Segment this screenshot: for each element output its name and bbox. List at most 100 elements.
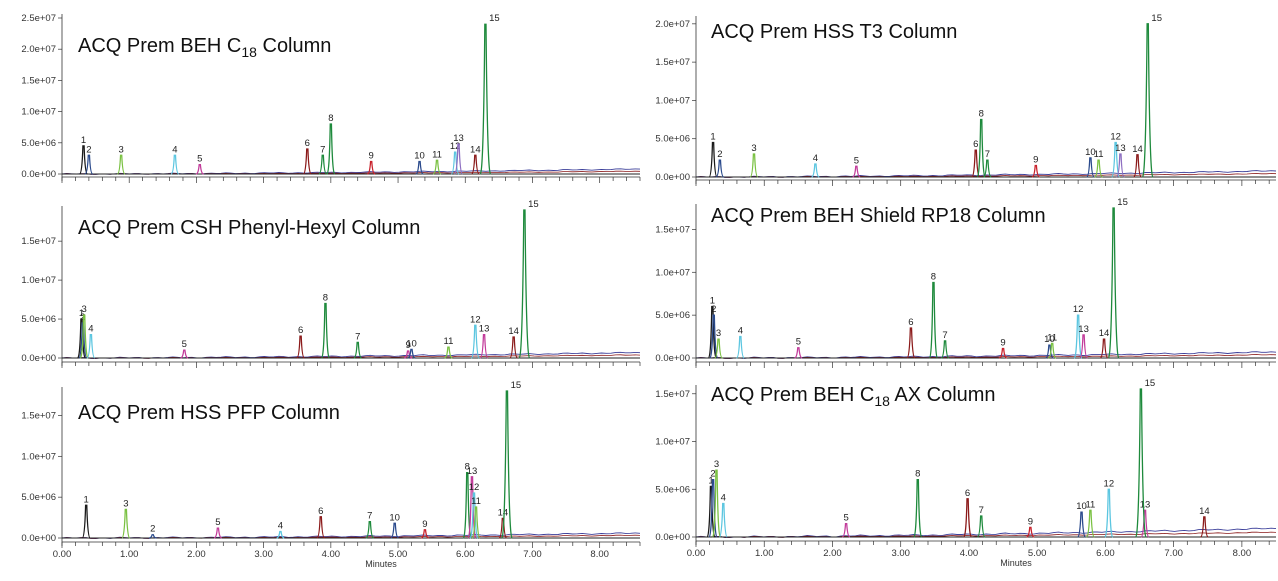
peak-label-10: 10 (389, 512, 400, 523)
peak-label-5: 5 (182, 339, 187, 350)
chromatogram-panel: 0.0e+00 5.0e+06 1.0e+07 1.5e+07 2.0e+07 12 3 4 5… (655, 13, 1277, 186)
x-tick-label: 3.00 (254, 549, 273, 560)
peak-4 (736, 335, 745, 359)
peak-14 (1133, 154, 1142, 178)
x-tick-label: 1.00 (755, 548, 774, 559)
y-tick-label: 1.0e+07 (21, 451, 56, 462)
peak-5 (852, 165, 861, 178)
peak-12 (451, 151, 460, 175)
peak-label-5: 5 (843, 513, 848, 524)
peak-7 (983, 159, 992, 178)
peak-label-10: 10 (406, 338, 417, 349)
peak-10 (1077, 511, 1086, 538)
peak-label-9: 9 (1033, 155, 1038, 166)
baseline-trace (695, 527, 1277, 538)
panel-title: ACQ Prem HSS T3 Column (711, 21, 957, 43)
peak-label-11: 11 (471, 496, 481, 507)
peak-label-7: 7 (367, 511, 372, 522)
peak-label-2: 2 (710, 469, 715, 480)
panel-title: ACQ Prem BEH Shield RP18 Column (711, 205, 1046, 227)
peak-label-7: 7 (979, 505, 984, 516)
peak-label-7: 7 (985, 149, 990, 160)
peak-label-13: 13 (1140, 499, 1151, 510)
y-tick-label: 5.0e+06 (655, 134, 690, 145)
peak-label-10: 10 (1085, 147, 1096, 158)
peak-3 (117, 154, 126, 175)
peak-label-3: 3 (123, 498, 128, 509)
peak-9 (404, 350, 413, 359)
peak-5 (195, 163, 204, 175)
peak-label-13: 13 (479, 324, 490, 335)
y-tick-label: 1.5e+07 (21, 75, 56, 86)
peak-15 (1135, 388, 1147, 538)
x-tick-label: 4.00 (960, 548, 979, 559)
peak-6 (963, 498, 973, 538)
peak-1 (77, 318, 86, 359)
peak-label-13: 13 (453, 133, 464, 144)
peak-15 (501, 390, 513, 539)
y-tick-label: 0.0e+00 (655, 172, 690, 183)
peak-label-5: 5 (854, 155, 859, 166)
peak-label-12: 12 (1110, 132, 1121, 143)
peak-label-13: 13 (1115, 143, 1126, 154)
x-tick-label: 5.00 (389, 549, 408, 560)
peak-label-15: 15 (1117, 197, 1128, 208)
peak-4 (811, 163, 820, 178)
peak-6 (906, 327, 916, 359)
panel-title: ACQ Prem BEH C18 AX Column (711, 384, 996, 409)
peak-label-6: 6 (305, 138, 310, 149)
peak-8 (976, 118, 986, 178)
peak-label-8: 8 (465, 462, 470, 473)
peak-15 (479, 23, 492, 175)
x-tick-label: 8.00 (590, 549, 609, 560)
peak-4 (170, 154, 180, 175)
peak-2 (715, 159, 724, 178)
peak-label-14: 14 (1199, 506, 1210, 517)
peak-8 (913, 479, 923, 538)
peak-label-5: 5 (215, 517, 220, 528)
peak-7 (365, 521, 374, 539)
x-tick-label: 2.00 (823, 548, 842, 559)
peak-label-9: 9 (1028, 516, 1033, 527)
peak-label-6: 6 (973, 139, 978, 150)
y-tick-label: 5.0e+06 (655, 484, 690, 495)
peak-13 (454, 143, 464, 175)
peak-label-9: 9 (422, 519, 427, 530)
peak-label-3: 3 (714, 459, 719, 470)
y-tick-label: 0.0e+00 (655, 353, 690, 364)
peak-label-14: 14 (508, 326, 519, 337)
peak-label-9: 9 (1000, 338, 1005, 349)
peak-9 (367, 160, 376, 175)
peak-label-14: 14 (1099, 328, 1110, 339)
peak-label-15: 15 (511, 380, 522, 391)
peak-label-11: 11 (432, 149, 442, 160)
peak-label-8: 8 (979, 109, 984, 120)
y-tick-label: 1.0e+07 (655, 437, 690, 448)
peak-label-8: 8 (915, 469, 920, 480)
peak-13 (1116, 153, 1125, 178)
peak-label-4: 4 (813, 153, 818, 164)
x-axis-title: Minutes (1000, 558, 1032, 568)
peak-7 (318, 154, 327, 175)
peak-13 (1079, 334, 1088, 359)
peak-label-8: 8 (323, 292, 328, 303)
peak-label-4: 4 (172, 144, 177, 155)
peak-3 (711, 469, 721, 538)
peak-label-12: 12 (470, 314, 481, 325)
peak-label-12: 12 (1073, 304, 1084, 315)
peak-label-5: 5 (197, 154, 202, 165)
peak-9 (420, 529, 429, 539)
peak-label-2: 2 (150, 524, 155, 535)
peak-label-9: 9 (369, 151, 374, 162)
y-tick-label: 5.0e+06 (655, 310, 690, 321)
peak-12 (1073, 314, 1083, 359)
y-tick-label: 1.0e+07 (655, 95, 690, 106)
peak-label-4: 4 (738, 326, 743, 337)
panel-title: ACQ Prem BEH C18 Column (78, 35, 331, 60)
peak-label-3: 3 (118, 144, 123, 155)
y-tick-label: 1.0e+07 (21, 275, 56, 286)
peak-5 (794, 347, 803, 359)
peak-5 (180, 349, 189, 359)
peak-label-1: 1 (84, 494, 89, 505)
peak-label-7: 7 (320, 144, 325, 155)
